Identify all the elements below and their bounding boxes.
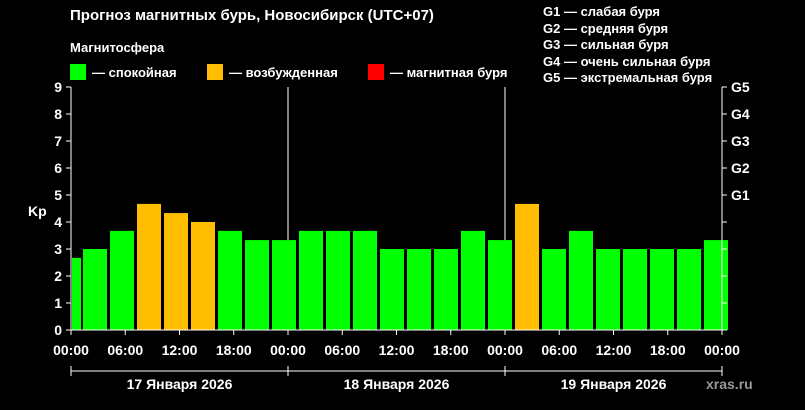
y-tick-label: 2 [54,268,62,284]
legend-active: — возбужденная [207,64,338,80]
x-tick-label: 18:00 [433,342,469,358]
g-tick-label: G2 [731,160,750,176]
storm-level-g5: G5 — экстремальная буря [543,70,713,85]
y-tick-label: 9 [54,79,62,95]
watermark: xras.ru [706,376,753,392]
magnetosphere-label: Магнитосфера [70,40,165,55]
legend-active-label: — возбужденная [229,64,338,80]
kp-bar [110,230,134,330]
kp-bar [137,203,161,330]
y-tick-label: 5 [54,187,62,203]
x-tick-label: 18:00 [216,342,252,358]
storm-level-list: G1 — слабая буря G2 — средняя буря G3 — … [543,4,712,87]
kp-bar [515,203,539,330]
day-label: 18 Января 2026 [344,376,450,392]
kp-bar [353,230,377,330]
kp-bar [650,249,674,330]
x-tick-label: 06:00 [541,342,577,358]
x-tick-label: 18:00 [650,342,686,358]
x-tick-label: 00:00 [270,342,306,358]
x-tick-label: 12:00 [379,342,415,358]
day-label: 19 Января 2026 [561,376,667,392]
y-tick-label: 8 [54,106,62,122]
x-tick-label: 06:00 [107,342,143,358]
legend-storm: — магнитная буря [368,64,507,80]
y-tick-label: 1 [54,295,62,311]
storm-level-g3: G3 — сильная буря [543,37,669,52]
chart-title: Прогноз магнитных бурь, Новосибирск (UTC… [70,7,434,24]
legend-quiet: — спокойная [70,64,177,80]
kp-bar [461,230,485,330]
x-tick-label: 12:00 [596,342,632,358]
day-label: 17 Января 2026 [127,376,233,392]
kp-bar [569,230,593,330]
y-tick-label: 7 [54,133,62,149]
y-tick-label: 3 [54,241,62,257]
storm-level-g4: G4 — очень сильная буря [543,53,711,69]
kp-bar [299,230,323,330]
legend-quiet-swatch [70,64,86,80]
kp-bar [164,213,188,330]
g-tick-label: G4 [731,106,750,122]
y-axis-label: Kp [28,203,47,219]
kp-bar [623,249,647,330]
kp-bar [677,249,701,330]
kp-bar [596,249,620,330]
y-tick-label: 4 [54,214,62,230]
x-tick-label: 06:00 [324,342,360,358]
g-tick-label: G5 [731,79,750,95]
g-tick-label: G3 [731,133,750,149]
x-tick-label: 00:00 [704,342,740,358]
kp-bar [380,249,404,330]
kp-bar [704,240,728,330]
kp-bar [434,249,458,330]
kp-bar [488,240,512,330]
y-tick-label: 0 [54,322,62,338]
legend-active-swatch [207,64,223,80]
kp-bar [191,222,215,330]
kp-bar [326,230,350,330]
legend-storm-swatch [368,64,384,80]
x-tick-label: 12:00 [162,342,198,358]
legend-quiet-label: — спокойная [92,64,177,80]
g-tick-label: G1 [731,187,750,203]
kp-bar [245,240,269,330]
kp-bar [542,249,566,330]
kp-bar [83,249,107,330]
kp-bar [72,257,81,330]
x-tick-label: 00:00 [487,342,523,358]
kp-bar [218,230,242,330]
storm-level-g2: G2 — средняя буря [543,20,669,36]
kp-bar [407,249,431,330]
kp-bar [272,240,296,330]
y-tick-label: 6 [54,160,62,176]
x-tick-label: 00:00 [53,342,89,358]
storm-level-g1: G1 — слабая буря [543,4,661,19]
legend-storm-label: — магнитная буря [390,64,508,80]
